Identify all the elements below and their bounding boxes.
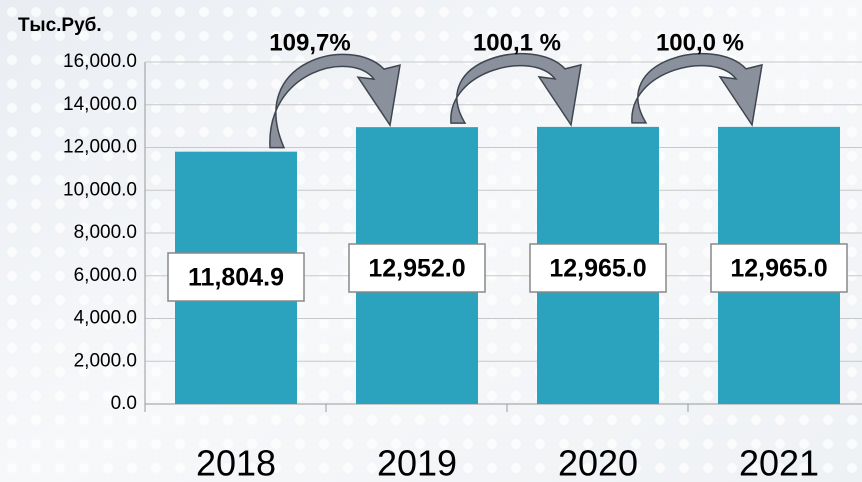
y-axis-label: Тыс.Руб. xyxy=(18,15,102,36)
value-label-box xyxy=(529,243,667,293)
value-label: 12,965.0 xyxy=(730,255,827,283)
y-tick-label: 6,000.0 xyxy=(74,265,137,286)
x-tick-label: 2018 xyxy=(196,443,276,482)
y-tick-label: 14,000.0 xyxy=(63,94,137,115)
y-tick-label: 0.0 xyxy=(111,393,137,414)
growth-arrow xyxy=(631,52,763,127)
y-tick-label: 2,000.0 xyxy=(74,350,137,371)
y-tick-label: 12,000.0 xyxy=(63,137,137,158)
growth-annotation: 109,7% xyxy=(269,29,350,56)
growth-annotation: 100,0 % xyxy=(656,29,744,56)
y-tick-label: 16,000.0 xyxy=(63,51,137,72)
growth-annotation: 100,1 % xyxy=(473,29,561,56)
x-tick-label: 2020 xyxy=(558,443,638,482)
growth-arrow xyxy=(450,52,582,127)
growth-arrow xyxy=(269,53,401,149)
value-label-box xyxy=(710,243,848,293)
y-tick-label: 4,000.0 xyxy=(74,308,137,329)
value-label: 12,952.0 xyxy=(368,255,465,283)
y-tick-label: 10,000.0 xyxy=(63,179,137,200)
x-tick-label: 2021 xyxy=(739,443,819,482)
value-label: 11,804.9 xyxy=(188,264,284,292)
value-label: 12,965.0 xyxy=(549,255,646,283)
x-tick-label: 2019 xyxy=(377,443,457,482)
value-label-box xyxy=(167,252,305,302)
y-tick-label: 8,000.0 xyxy=(74,222,137,243)
value-label-box xyxy=(348,243,486,293)
